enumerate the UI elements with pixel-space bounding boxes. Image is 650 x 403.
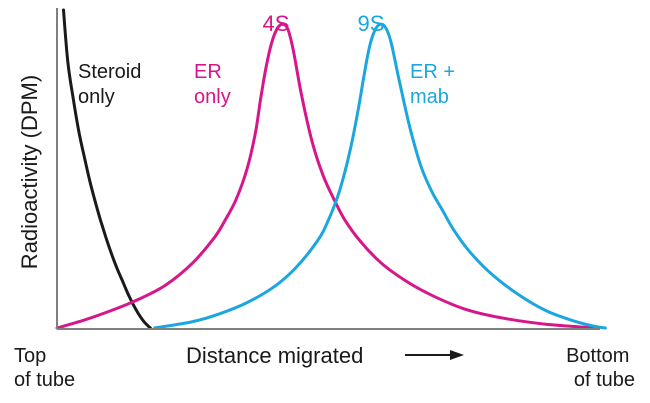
curves-layer xyxy=(55,8,607,330)
legend-er-mab-line-1: ER + xyxy=(410,61,455,83)
peak-label-4s: 4S xyxy=(263,11,290,36)
series-line-steroid-only xyxy=(62,8,152,330)
peak-label-9s: 9S xyxy=(358,11,385,36)
legend-steroid-only: Steroid only xyxy=(78,61,147,108)
x-end-label-line-1: Bottom xyxy=(566,345,629,367)
x-end-label-line-2: of tube xyxy=(574,369,635,391)
legend-steroid-only-line-2: only xyxy=(78,86,115,108)
series-line-er-mab xyxy=(153,22,607,330)
x-end-label: Bottom of tube xyxy=(566,345,635,391)
x-start-label-line-2: of tube xyxy=(14,369,75,391)
y-axis-label: Radioactivity (DPM) xyxy=(17,75,42,269)
legend-er-only-line-1: ER xyxy=(194,61,222,83)
legend-steroid-only-line-1: Steroid xyxy=(78,61,141,83)
series-line-er-only xyxy=(55,22,597,330)
legend-er-mab: ER + mab xyxy=(410,61,461,108)
x-axis-arrow xyxy=(405,350,464,360)
legend-er-only: ER only xyxy=(194,61,231,108)
legend-er-mab-line-2: mab xyxy=(410,86,449,108)
x-start-label: Top of tube xyxy=(14,345,75,391)
legend-er-only-line-2: only xyxy=(194,86,231,108)
x-start-label-line-1: Top xyxy=(14,345,46,367)
x-axis-label: Distance migrated xyxy=(186,343,363,368)
